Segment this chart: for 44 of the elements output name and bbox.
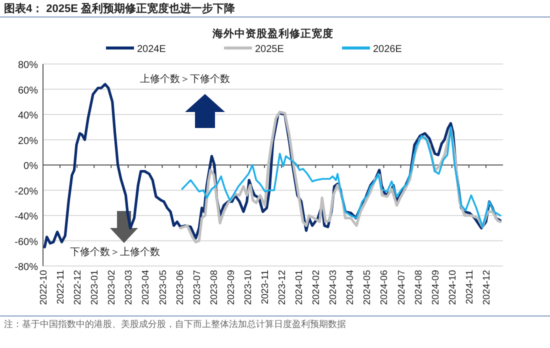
x-tick-label: 2024-05 (362, 270, 374, 305)
y-tick-label: -80% (14, 262, 38, 273)
y-tick-label: 0% (24, 161, 38, 172)
y-tick-label: -60% (14, 236, 38, 248)
x-tick-label: 2023-11 (260, 270, 271, 304)
y-tick-label: 60% (18, 85, 38, 96)
x-tick-label: 2024-07 (396, 270, 408, 305)
annotation: 下修个数＞上修个数 (70, 246, 160, 258)
x-tick-label: 2022-11 (56, 270, 67, 304)
x-tick-label: 2024-02 (311, 270, 322, 305)
y-tick-label: -40% (14, 212, 38, 222)
x-tick-label: 2023-09 (226, 270, 237, 305)
x-tick-label: 2023-05 (158, 270, 169, 305)
x-tick-label: 2022-10 (38, 270, 50, 305)
x-tick-label: 2024-06 (379, 270, 390, 305)
legend-label: 2025E (255, 44, 284, 55)
y-tick-label: -20% (14, 186, 38, 198)
x-tick-label: 2024-09 (430, 270, 442, 305)
x-tick-label: 2023-03 (124, 270, 135, 305)
x-tick-label: 2023-02 (106, 270, 118, 305)
chart-title: 图表4： 2025E 盈利预期修正宽度也进一步下降 (4, 2, 236, 15)
y-tick-label: 40% (18, 110, 38, 122)
x-tick-label: 2023-01 (90, 270, 101, 305)
legend-label: 2024E (137, 44, 166, 55)
text: 注：基于中国指数中的港股、美股成分股，自下而上整体法加总计算日度盈利预期数据 (4, 319, 346, 330)
x-tick-label: 2024-01 (294, 270, 306, 305)
legend-label: 2026E (373, 44, 402, 55)
x-tick-label: 2023-12 (277, 270, 288, 305)
x-tick-label: 2024-10 (447, 270, 458, 305)
x-tick-label: 2023-07 (192, 270, 203, 305)
x-tick-label: 2024-11 (464, 270, 476, 304)
x-tick-label: 2024-03 (328, 270, 340, 305)
x-tick-label: 2023-10 (242, 270, 254, 305)
x-tick-label: 2023-08 (208, 270, 220, 305)
x-tick-label: 2024-08 (413, 270, 424, 305)
chart-subtitle: 海外中资股盈利修正宽度 (212, 27, 334, 40)
x-tick-label: 2023-06 (174, 270, 186, 305)
y-tick-label: 80% (18, 60, 38, 71)
y-tick-label: 20% (18, 136, 38, 147)
x-tick-label: 2023-04 (140, 270, 152, 305)
x-tick-label: 2022-12 (72, 270, 84, 305)
x-tick-label: 2024-12 (481, 270, 492, 305)
x-tick-label: 2024-04 (345, 270, 356, 305)
annotation: 上修个数＞下修个数 (140, 73, 230, 85)
